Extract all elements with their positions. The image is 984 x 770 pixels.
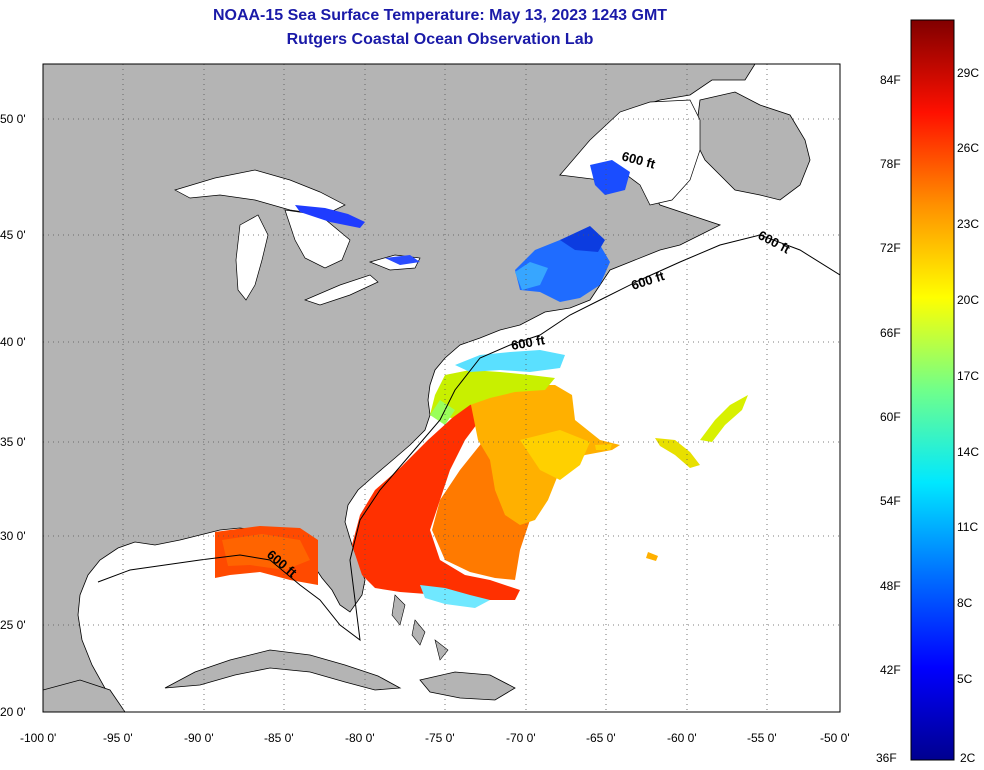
lat-label: 50 0' bbox=[0, 112, 26, 126]
lake-superior bbox=[174, 169, 346, 216]
isobath-600ft-line bbox=[97, 234, 840, 642]
sst-st-lawrence bbox=[590, 160, 630, 195]
lake-erie bbox=[304, 274, 379, 306]
lon-label: -80 0' bbox=[345, 731, 375, 745]
colorbar-c-label: 14C bbox=[957, 445, 979, 459]
colorbar-f-label: 42F bbox=[880, 663, 901, 677]
lon-label: -55 0' bbox=[747, 731, 777, 745]
graticule bbox=[43, 64, 840, 712]
colorbar-c-label: 29C bbox=[957, 66, 979, 80]
land-bahamas bbox=[391, 594, 449, 661]
lon-label: -90 0' bbox=[184, 731, 214, 745]
colorbar-f-label: 72F bbox=[880, 241, 901, 255]
longitude-labels: -100 0' -95 0' -90 0' -85 0' -80 0' -75 … bbox=[20, 731, 850, 745]
lat-label: 40 0' bbox=[0, 335, 26, 349]
lat-label: 25 0' bbox=[0, 618, 26, 632]
lon-label: -60 0' bbox=[667, 731, 697, 745]
lon-label: -75 0' bbox=[425, 731, 455, 745]
lon-label: -50 0' bbox=[820, 731, 850, 745]
sst-gulf-of-mexico bbox=[215, 526, 318, 585]
colorbar-f-label: 36F bbox=[876, 751, 897, 765]
colorbar bbox=[910, 19, 955, 761]
lon-label: -85 0' bbox=[264, 731, 294, 745]
colorbar-c-label: 20C bbox=[957, 293, 979, 307]
land-hispaniola bbox=[419, 671, 516, 701]
colorbar-c-label: 17C bbox=[957, 369, 979, 383]
colorbar-fahrenheit-labels: 84F 78F 72F 66F 60F 54F 48F 42F 36F bbox=[876, 73, 901, 765]
colorbar-c-label: 8C bbox=[957, 596, 973, 610]
colorbar-c-label: 23C bbox=[957, 217, 979, 231]
colorbar-c-label: 5C bbox=[957, 672, 973, 686]
map-frame bbox=[42, 63, 841, 713]
latitude-labels: 50 0' 45 0' 40 0' 35 0' 30 0' 25 0' 20 0… bbox=[0, 112, 26, 719]
sst-great-lakes bbox=[295, 205, 420, 265]
map-title: NOAA-15 Sea Surface Temperature: May 13,… bbox=[212, 7, 668, 24]
sst-offshore-patches bbox=[420, 395, 748, 608]
lon-label: -95 0' bbox=[103, 731, 133, 745]
colorbar-c-label: 2C bbox=[960, 751, 976, 765]
land-yucatan bbox=[43, 679, 126, 712]
colorbar-f-label: 60F bbox=[880, 410, 901, 424]
lon-label: -100 0' bbox=[20, 731, 56, 745]
colorbar-c-label: 26C bbox=[957, 141, 979, 155]
colorbar-f-label: 66F bbox=[880, 326, 901, 340]
colorbar-celsius-labels: 29C 26C 23C 20C 17C 14C 11C 8C 5C 2C bbox=[957, 66, 979, 765]
colorbar-f-label: 78F bbox=[880, 157, 901, 171]
land-cuba bbox=[164, 649, 402, 691]
colorbar-f-label: 48F bbox=[880, 579, 901, 593]
lat-label: 30 0' bbox=[0, 529, 26, 543]
lon-label: -70 0' bbox=[506, 731, 536, 745]
lat-label: 35 0' bbox=[0, 435, 26, 449]
contour-label-600ft: 600 ft bbox=[510, 332, 547, 353]
colorbar-c-label: 11C bbox=[957, 520, 978, 534]
lat-label: 20 0' bbox=[0, 705, 26, 719]
sst-atlantic-warm bbox=[352, 385, 620, 600]
sst-gulf-of-maine bbox=[515, 226, 610, 302]
lat-label: 45 0' bbox=[0, 228, 26, 242]
lake-michigan bbox=[235, 214, 269, 301]
lon-label: -65 0' bbox=[586, 731, 616, 745]
map-subtitle: Rutgers Coastal Ocean Observation Lab bbox=[286, 31, 594, 48]
colorbar-f-label: 84F bbox=[880, 73, 901, 87]
colorbar-f-label: 54F bbox=[880, 494, 901, 508]
